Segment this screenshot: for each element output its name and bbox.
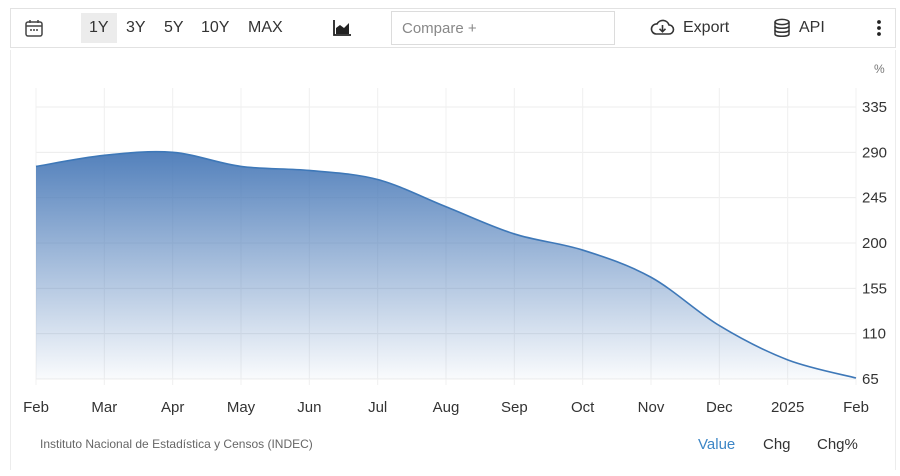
- y-axis-unit: %: [874, 62, 885, 76]
- range-max-button[interactable]: MAX: [248, 19, 283, 36]
- x-tick-label: Nov: [638, 399, 665, 416]
- x-tick-label: May: [227, 399, 256, 416]
- x-tick-label: Sep: [501, 399, 528, 416]
- x-tick-label: Apr: [161, 399, 184, 416]
- tab-chg-pct[interactable]: Chg%: [817, 436, 858, 453]
- chart-toolbar: 1Y 3Y 5Y 10Y MAX Export API: [10, 8, 896, 48]
- tab-value[interactable]: Value: [698, 436, 736, 453]
- export-button[interactable]: Export: [649, 9, 739, 47]
- y-tick-label: 335: [862, 99, 887, 116]
- x-tick-label: Feb: [23, 399, 49, 416]
- tab-chg[interactable]: Chg: [763, 436, 791, 453]
- x-tick-label: Aug: [433, 399, 460, 416]
- y-tick-label: 200: [862, 235, 887, 252]
- x-tick-label: Dec: [706, 399, 733, 416]
- api-button[interactable]: API: [773, 9, 839, 47]
- x-tick-label: 2025: [771, 399, 804, 416]
- series-line: [35, 150, 857, 379]
- chart-panel: [10, 50, 896, 470]
- range-5y-button[interactable]: 5Y: [164, 19, 184, 36]
- range-10y-button[interactable]: 10Y: [201, 19, 230, 36]
- area-chart: 65 110 155 200 245 290 335 Feb Mar Apr May Jun Jul A…: [23, 88, 887, 416]
- x-tick-label: Mar: [91, 399, 117, 416]
- y-tick-label: 245: [862, 190, 887, 207]
- compare-input[interactable]: [391, 11, 615, 45]
- calendar-icon[interactable]: [21, 9, 47, 47]
- range-3y-button[interactable]: 3Y: [126, 19, 146, 36]
- database-icon: [773, 18, 791, 38]
- x-tick-label: Jun: [297, 399, 321, 416]
- x-tick-label: Jul: [368, 399, 387, 416]
- y-tick-label: 110: [862, 326, 886, 343]
- api-label: API: [799, 19, 825, 36]
- y-tick-label: 155: [862, 280, 887, 297]
- x-tick-label: Oct: [571, 399, 595, 416]
- y-tick-label: 290: [862, 144, 887, 161]
- range-1y-button[interactable]: 1Y: [81, 13, 117, 43]
- x-tick-label: Feb: [843, 399, 869, 416]
- y-tick-label: 65: [862, 371, 879, 388]
- source-label: Instituto Nacional de Estadística y Cens…: [40, 437, 313, 451]
- cloud-download-icon: [649, 19, 675, 37]
- export-label: Export: [683, 19, 730, 36]
- area-chart-icon[interactable]: [330, 9, 354, 47]
- more-vertical-icon[interactable]: [869, 9, 889, 47]
- series-area-fill: [36, 151, 856, 379]
